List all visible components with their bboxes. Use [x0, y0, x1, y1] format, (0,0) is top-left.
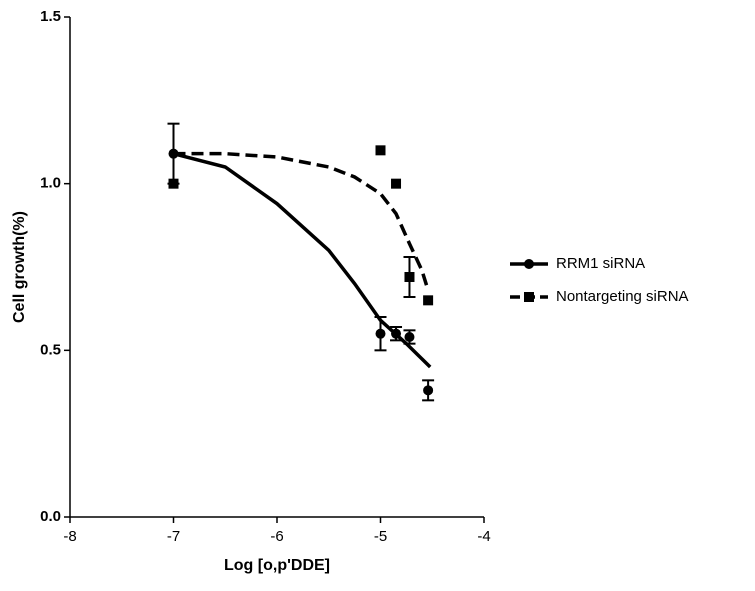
x-tick-label: -4 — [477, 528, 490, 545]
y-tick-label: 1.0 — [40, 175, 61, 192]
legend-marker — [524, 259, 534, 269]
data-point — [404, 332, 415, 342]
data-point — [391, 328, 402, 339]
x-tick-label: -7 — [167, 528, 180, 545]
y-axis-label: Cell growth(%) — [11, 211, 28, 323]
data-point — [404, 272, 415, 282]
legend-label: Nontargeting siRNA — [556, 288, 689, 305]
y-tick-label: 0.5 — [40, 341, 61, 358]
x-tick-label: -8 — [63, 528, 76, 545]
y-tick-label: 1.5 — [40, 8, 61, 25]
data-point — [168, 178, 179, 189]
fit-curve — [173, 151, 430, 291]
x-tick-label: -6 — [270, 528, 283, 545]
fit-curve — [173, 151, 432, 369]
y-tick-label: 0.0 — [40, 508, 61, 525]
legend-marker — [524, 292, 534, 302]
x-axis-label: Log [o,p'DDE] — [224, 557, 330, 574]
data-point — [423, 385, 434, 396]
legend-label: RRM1 siRNA — [556, 255, 645, 272]
data-point — [391, 178, 402, 189]
x-tick-label: -5 — [374, 528, 387, 545]
data-point — [375, 145, 386, 156]
data-point — [423, 295, 434, 306]
data-point — [375, 328, 386, 339]
